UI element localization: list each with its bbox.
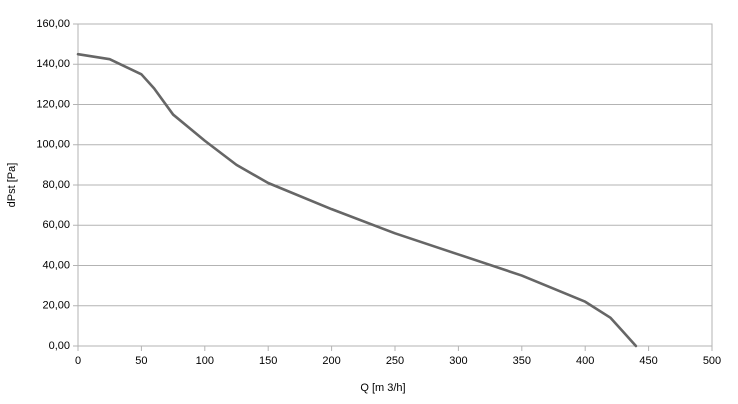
x-tick-label: 150 <box>259 355 277 367</box>
y-tick-label: 0,00 <box>49 340 70 352</box>
x-tick-label: 0 <box>75 355 81 367</box>
y-tick-label: 40,00 <box>42 259 70 271</box>
y-tick-label: 60,00 <box>42 219 70 231</box>
y-tick-label: 80,00 <box>42 179 70 191</box>
x-tick-label: 400 <box>576 355 594 367</box>
y-tick-label: 100,00 <box>36 139 70 151</box>
x-tick-label: 500 <box>703 355 721 367</box>
x-tick-label: 350 <box>513 355 531 367</box>
y-tick-label: 20,00 <box>42 300 70 312</box>
x-tick-label: 200 <box>322 355 340 367</box>
x-axis-label: Q [m 3/h] <box>360 382 405 394</box>
y-tick-label: 140,00 <box>36 58 70 70</box>
x-tick-label: 250 <box>386 355 404 367</box>
x-tick-label: 100 <box>196 355 214 367</box>
x-tick-label: 450 <box>639 355 657 367</box>
data-line <box>76 52 638 348</box>
x-tick-label: 50 <box>135 355 147 367</box>
y-tick-label: 120,00 <box>36 98 70 110</box>
y-axis-label: dPst [Pa] <box>6 163 18 208</box>
y-tick-label: 160,00 <box>36 18 70 30</box>
x-tick-label: 300 <box>449 355 467 367</box>
